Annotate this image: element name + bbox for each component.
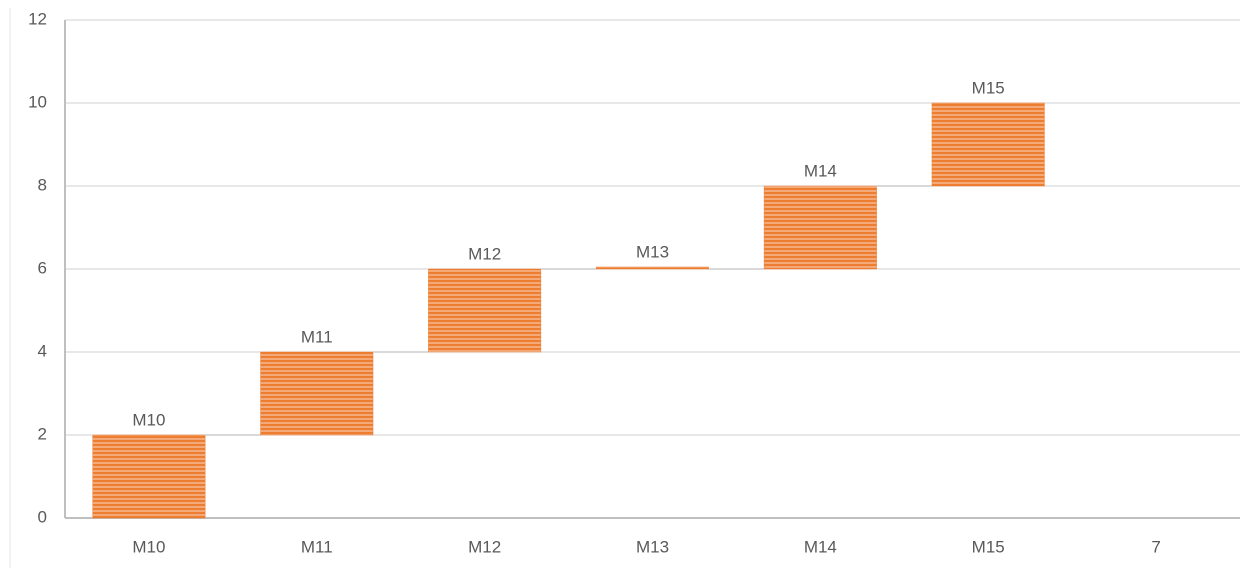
bar bbox=[92, 434, 206, 519]
y-tick-label: 10 bbox=[28, 92, 47, 111]
bar-label: M11 bbox=[301, 327, 333, 346]
x-tick-label: 7 bbox=[1151, 537, 1160, 556]
y-tick-label: 8 bbox=[38, 175, 47, 194]
x-tick-label: M12 bbox=[468, 537, 501, 556]
bar-label: M10 bbox=[132, 410, 165, 429]
x-tick-label: M13 bbox=[636, 537, 669, 556]
bar bbox=[931, 102, 1045, 187]
bar-label: M14 bbox=[804, 161, 837, 180]
y-tick-label: 12 bbox=[28, 9, 47, 28]
y-tick-label: 2 bbox=[38, 424, 47, 443]
x-tick-label: M10 bbox=[132, 537, 165, 556]
bar bbox=[763, 185, 877, 270]
bar-label: M13 bbox=[636, 242, 669, 261]
bar-label: M15 bbox=[972, 78, 1005, 97]
x-tick-label: M15 bbox=[972, 537, 1005, 556]
bar-label: M12 bbox=[468, 244, 501, 263]
y-tick-label: 6 bbox=[38, 258, 47, 277]
bar bbox=[428, 268, 542, 353]
bar bbox=[260, 351, 374, 436]
y-tick-label: 4 bbox=[38, 341, 47, 360]
y-tick-label: 0 bbox=[38, 507, 47, 526]
bar bbox=[596, 266, 709, 270]
x-tick-label: M14 bbox=[804, 537, 837, 556]
x-tick-label: M11 bbox=[301, 537, 333, 556]
